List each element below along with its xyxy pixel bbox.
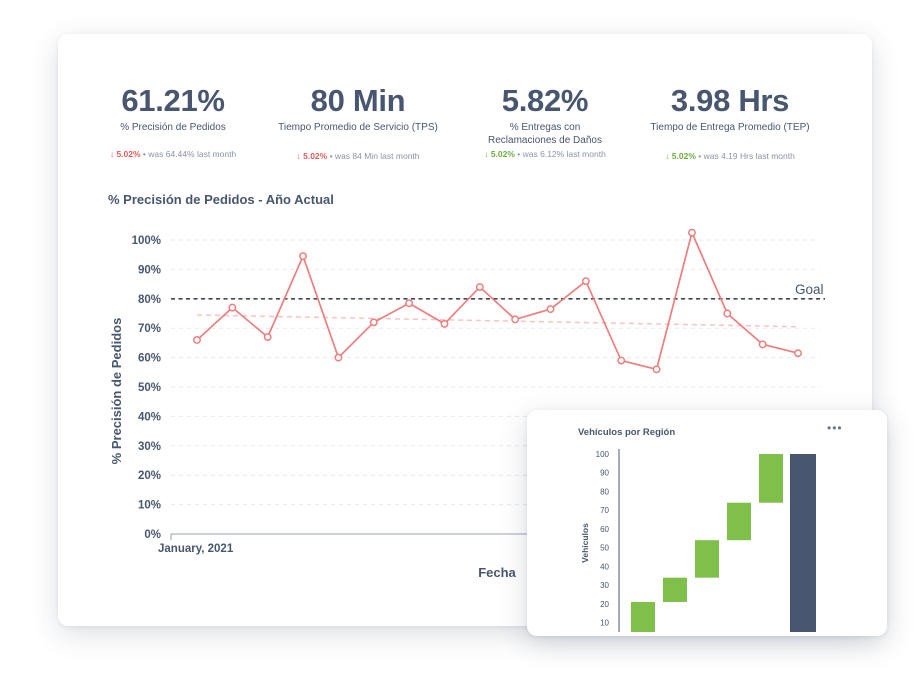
line-chart-title: % Precisión de Pedidos - Año Actual: [108, 192, 334, 207]
kpi-damage-claims[interactable]: 5.82% % Entregas con Reclamaciones de Da…: [450, 84, 640, 147]
data-point[interactable]: [228, 303, 237, 312]
vehicles-card: [527, 410, 887, 636]
data-point[interactable]: [652, 365, 661, 374]
y-tick-label: 40%: [138, 411, 161, 423]
waterfall-bar[interactable]: [631, 602, 655, 632]
y-tick-label: 70%: [138, 323, 161, 335]
kpi-delta: ↓ 5.02% • was 4.19 Hrs last month: [635, 151, 825, 161]
delta-percent: 5.02%: [303, 151, 328, 161]
data-point[interactable]: [511, 315, 520, 324]
kpi-value: 3.98 Hrs: [670, 83, 790, 118]
waterfall-bar[interactable]: [663, 577, 687, 603]
delta-period: last month: [196, 149, 237, 159]
y-tick-label: 30: [600, 581, 609, 590]
y-tick-label: 50: [600, 544, 609, 553]
kpi-delivery-time[interactable]: 3.98 Hrs Tiempo de Entrega Promedio (TEP…: [635, 84, 825, 134]
kpi-delta: ↓ 5.02% • was 84 Min last month: [263, 151, 453, 161]
data-point[interactable]: [405, 299, 414, 308]
kpi-label: Tiempo Promedio de Servicio (TPS): [278, 122, 438, 133]
y-tick-label: 0%: [144, 529, 161, 541]
data-point[interactable]: [687, 228, 696, 237]
kpi-label: % Precisión de Pedidos: [120, 122, 226, 133]
data-point[interactable]: [334, 353, 343, 362]
data-point[interactable]: [193, 336, 201, 344]
arrow-down-icon: ↓: [665, 151, 670, 161]
y-tick-label: 20%: [138, 470, 161, 482]
kpi-delta: ↓ 5.02% • was 64.44% last month: [78, 149, 268, 159]
y-tick-label: 90: [600, 469, 609, 478]
data-point[interactable]: [440, 319, 449, 328]
data-point[interactable]: [475, 283, 484, 291]
delta-period: last month: [566, 149, 606, 159]
y-axis-title: % Precisión de Pedidos: [109, 318, 124, 465]
kpi-service-time[interactable]: 80 Min Tiempo Promedio de Servicio (TPS): [263, 84, 453, 134]
goal-label: Goal: [795, 282, 824, 297]
trend-line: [196, 314, 799, 328]
y-tick-label: 100%: [132, 235, 161, 247]
data-point[interactable]: [546, 305, 555, 314]
y-tick-label: 50%: [138, 382, 161, 394]
delta-was: • was 4.19 Hrs: [698, 151, 754, 161]
series-line: [196, 230, 799, 371]
kpi-order-accuracy[interactable]: 61.21% % Precisión de Pedidos: [78, 84, 268, 134]
kpi-delta: ↓ 5.02% • was 6.12% last month: [450, 149, 640, 159]
y-tick-label: 60: [600, 525, 609, 534]
kpi-label: % Entregas con Reclamaciones de Daños: [488, 122, 602, 146]
data-point[interactable]: [263, 333, 272, 341]
waterfall-bar[interactable]: [695, 540, 719, 578]
y-tick-label: 20: [600, 600, 609, 609]
data-point[interactable]: [758, 340, 767, 349]
delta-percent: 5.02%: [116, 149, 141, 159]
delta-percent: 5.02%: [671, 151, 696, 161]
y-tick-label: 40: [600, 562, 609, 571]
waterfall-total-bar[interactable]: [790, 454, 816, 632]
data-point[interactable]: [581, 277, 590, 286]
data-point[interactable]: [794, 349, 802, 358]
y-tick-label: 70: [600, 506, 609, 515]
kpi-value: 61.21%: [121, 83, 225, 118]
kpi-label: Tiempo de Entrega Promedio (TEP): [650, 122, 810, 133]
more-horizontal-icon[interactable]: •••: [827, 421, 843, 435]
y-tick-label: 10: [600, 619, 609, 628]
delta-was: • was 64.44%: [142, 149, 195, 159]
waterfall-chart-title: Vehículos por Región: [578, 427, 676, 438]
waterfall-bar[interactable]: [727, 502, 751, 541]
y-tick-label: 80: [600, 487, 609, 496]
y-tick-label: 30%: [138, 441, 161, 453]
kpi-value: 5.82%: [501, 83, 589, 118]
x-axis-title: Fecha: [478, 565, 516, 580]
delta-percent: 5.02%: [490, 149, 515, 159]
x-tick-label: January, 2021: [158, 543, 234, 555]
waterfall-bar[interactable]: [759, 454, 783, 503]
delta-was: • was 84 Min: [329, 151, 378, 161]
y-tick-label: 90%: [138, 264, 161, 276]
data-point[interactable]: [723, 309, 732, 318]
arrow-down-icon: ↓: [484, 149, 489, 159]
data-point[interactable]: [369, 318, 378, 327]
y-tick-label: 100: [596, 450, 610, 459]
delta-was: • was 6.12%: [517, 149, 565, 159]
y-axis-title: Vehículos: [580, 523, 590, 563]
data-point[interactable]: [617, 356, 626, 365]
data-point[interactable]: [299, 252, 308, 261]
y-tick-label: 60%: [138, 353, 161, 365]
y-tick-label: 10%: [138, 500, 161, 512]
arrow-down-icon: ↓: [109, 149, 115, 159]
kpi-value: 80 Min: [310, 83, 406, 118]
arrow-down-icon: ↓: [296, 151, 301, 161]
delta-period: last month: [755, 151, 795, 161]
y-tick-label: 80%: [138, 294, 161, 306]
delta-period: last month: [380, 151, 420, 161]
